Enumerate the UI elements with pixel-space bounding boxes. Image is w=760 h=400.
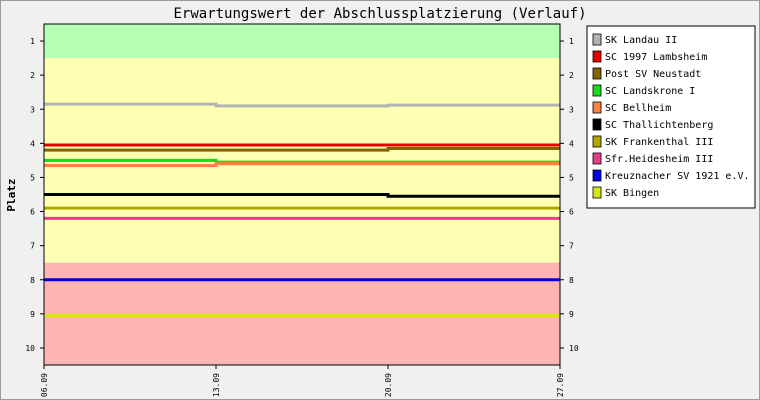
y-tick-label-left: 8 [30,276,35,285]
y-tick-label-right: 2 [569,71,574,80]
series-lines [44,102,560,318]
series-line-2 [44,146,560,152]
y-tick-label-left: 7 [30,242,35,251]
legend-swatch [592,50,602,63]
legend-label: SK Bingen [605,188,659,199]
y-tick-label-left: 9 [30,310,35,319]
y-tick-label-right: 3 [569,105,574,114]
legend-swatch [592,186,602,199]
x-tick-label: 27.09 [556,373,565,397]
y-tick-label-right: 9 [569,310,574,319]
legend-label: Post SV Neustadt [605,69,701,80]
y-tick-label-left: 1 [30,37,35,46]
y-tick-label-left: 3 [30,105,35,114]
legend-label: SK Landau II [605,35,677,46]
legend-swatch [592,135,602,148]
x-axis-ticks: 06.09 13.09 20.09 27.09 [40,365,565,397]
y-tick-label-right: 4 [569,139,574,148]
series-line-3 [44,158,560,164]
legend-label: SK Frankenthal III [605,137,713,148]
series-line-0 [44,102,560,108]
x-tick-label: 20.09 [384,373,393,397]
x-tick-label: 13.09 [212,373,221,397]
band-0 [44,24,560,59]
series-line-4 [44,162,560,168]
legend-label: SC Landskrone I [605,86,695,97]
y-tick-label-left: 4 [30,139,35,148]
legend-swatch [592,169,602,182]
plot-area-border [43,23,561,366]
y-tick-label-right: 5 [569,173,574,182]
legend-label: Kreuznacher SV 1921 e.V. [605,171,750,182]
y-tick-label-right: 8 [569,276,574,285]
y-axis-label: Platz [5,178,18,211]
y-tick-label-left: 2 [30,71,35,80]
y-tick-label-left: 10 [25,344,35,353]
chart-title: Erwartungswert der Abschlussplatzierung … [173,6,586,22]
legend: SK Landau II SC 1997 Lambsheim Post SV Neu… [586,25,756,209]
legend-label: SC Bellheim [605,103,671,114]
legend-swatch [592,84,602,97]
legend-label: SC Thallichtenberg [605,120,713,131]
legend-swatch [592,101,602,114]
y-tick-label-right: 10 [569,344,579,353]
legend-swatch [592,118,602,131]
legend-box [586,25,756,209]
y-tick-label-right: 6 [569,208,574,217]
legend-label: SC 1997 Lambsheim [605,52,707,63]
band-2 [44,262,560,365]
y-axis-ticks: 1 1 2 2 3 3 4 4 5 5 6 6 7 7 8 8 9 9 10 10 [25,37,578,353]
y-tick-label-left: 6 [30,208,35,217]
legend-label: Sfr.Heidesheim III [605,154,713,165]
y-tick-label-left: 5 [30,173,35,182]
series-line-5 [44,193,560,198]
legend-swatch [592,152,602,165]
legend-swatch [592,67,602,80]
y-tick-label-right: 1 [569,37,574,46]
y-tick-label-right: 7 [569,242,574,251]
legend-swatch [592,33,602,46]
x-tick-label: 06.09 [40,373,49,397]
